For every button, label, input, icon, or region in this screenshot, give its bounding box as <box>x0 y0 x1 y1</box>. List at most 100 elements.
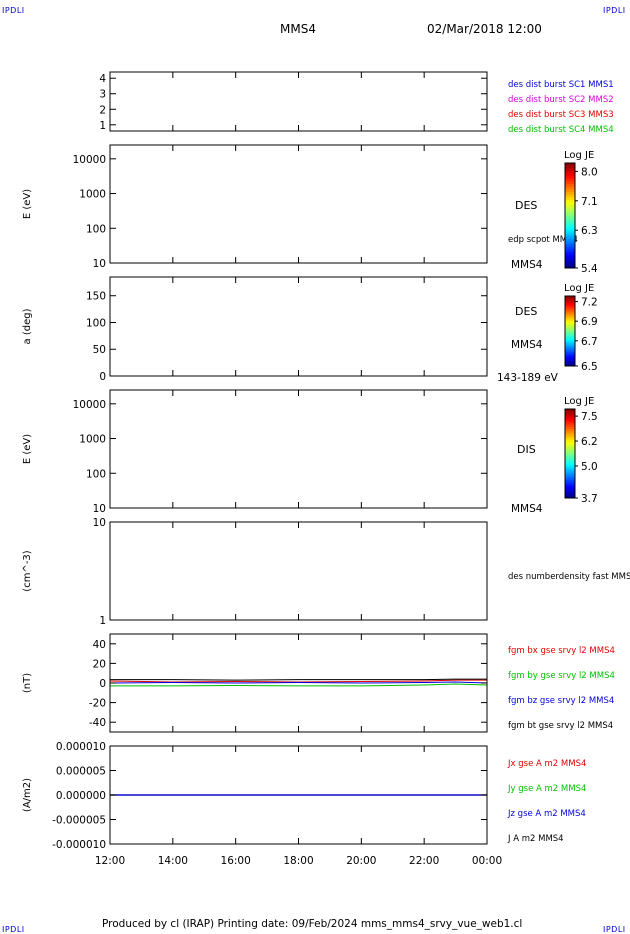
colorbar-segment <box>565 493 575 497</box>
x-tick-label: 20:00 <box>346 855 376 867</box>
colorbar-segment <box>565 329 575 332</box>
y-tick-label: 1000 <box>79 434 106 446</box>
colorbar-segment <box>565 426 575 430</box>
colorbar-segment <box>565 435 575 439</box>
fgm-series-line <box>110 683 488 687</box>
colorbar-segment <box>565 422 575 426</box>
x-tick-label: 22:00 <box>409 855 439 867</box>
colorbar-tick-label: 7.1 <box>581 196 598 208</box>
colorbar-segment <box>565 181 575 185</box>
y-axis-label: (cm^-3) <box>22 550 33 591</box>
colorbar-segment <box>565 352 575 355</box>
y-tick-label: 10 <box>93 258 106 270</box>
colorbar-segment <box>565 449 575 452</box>
legend-entry: Jx gse A m2 MMS4 <box>507 759 586 769</box>
x-tick-label: 18:00 <box>283 855 313 867</box>
colorbar-segment <box>565 318 575 321</box>
colorbar-segment <box>565 296 575 299</box>
y-axis-label: (nT) <box>22 673 33 693</box>
colorbar-segment <box>565 348 575 351</box>
colorbar-segment <box>565 317 575 320</box>
colorbar-segment <box>565 362 575 365</box>
x-tick-label: 14:00 <box>158 855 188 867</box>
colorbar-tick-label: 6.7 <box>581 336 598 348</box>
colorbar-segment <box>565 215 575 219</box>
y-axis-label: (A/m2) <box>22 778 33 812</box>
colorbar-segment <box>565 331 575 334</box>
colorbar-title: Log JE <box>564 283 594 294</box>
colorbar-segment <box>565 249 575 253</box>
colorbar-segment <box>565 322 575 325</box>
fgm-series-line <box>109 679 487 683</box>
y-tick-label: 4 <box>99 73 106 85</box>
colorbar-segment <box>565 189 575 193</box>
date-time-title: 02/Mar/2018 12:00 <box>427 22 542 36</box>
colorbar-segment <box>565 239 575 243</box>
legend-entry: Jy gse A m2 MMS4 <box>507 784 586 794</box>
colorbar-segment <box>565 462 575 466</box>
colorbar-segment <box>565 346 575 349</box>
panel-side-label: MMS4 <box>511 259 543 271</box>
colorbar-segment <box>565 220 575 224</box>
colorbar-segment <box>565 236 575 240</box>
colorbar-segment <box>565 247 575 251</box>
colorbar-segment <box>565 482 575 486</box>
y-tick-label: 100 <box>86 317 106 329</box>
colorbar-segment <box>565 486 575 490</box>
panel-frame-density <box>109 521 488 621</box>
colorbar-segment <box>565 210 575 214</box>
y-axis-label: E (eV) <box>22 189 33 219</box>
panel-side-label: DES <box>515 199 537 212</box>
y-tick-label: -20 <box>89 698 106 710</box>
colorbar-segment <box>565 178 575 182</box>
corner-label-bottom-right: IPDLI <box>603 925 626 934</box>
panel-side-label: DIS <box>517 443 536 456</box>
colorbar-segment <box>565 359 575 362</box>
colorbar-tick-label: 3.7 <box>581 493 598 505</box>
corner-label-top-right: IPDLI <box>603 6 626 15</box>
colorbar-segment <box>565 197 575 201</box>
colorbar-tick-label: 6.3 <box>581 225 598 237</box>
colorbar-segment <box>565 262 575 266</box>
colorbar-segment <box>565 484 575 488</box>
y-tick-label: 2 <box>99 104 106 116</box>
colorbar-segment <box>565 345 575 348</box>
colorbar-segment <box>565 205 575 209</box>
colorbar-segment <box>565 297 575 300</box>
y-axis-label: a (deg) <box>22 308 33 344</box>
panel-side-label: DES <box>515 305 537 318</box>
colorbar-segment <box>565 489 575 492</box>
y-tick-label: 0 <box>99 371 106 383</box>
y-tick-label: 150 <box>86 291 106 303</box>
colorbar-segment <box>565 325 575 328</box>
legend-entry: des dist burst SC4 MMS4 <box>508 125 614 135</box>
colorbar-segment <box>565 413 575 417</box>
colorbar-segment <box>565 495 575 499</box>
footer-credits: Produced by cl (IRAP) Printing date: 09/… <box>102 918 523 930</box>
panel-side-label: edp scpot MMS4 <box>508 235 578 245</box>
colorbar-segment <box>565 311 575 314</box>
colorbar-segment <box>565 471 575 475</box>
colorbar-segment <box>565 233 575 238</box>
colorbar-frame <box>564 295 576 367</box>
y-tick-label: 1000 <box>79 189 106 201</box>
colorbar-segment <box>565 260 575 264</box>
colorbar-segment <box>565 480 575 483</box>
colorbar-tick-label: 7.2 <box>581 297 598 309</box>
y-tick-label: 20 <box>93 658 106 670</box>
colorbar-segment <box>565 324 575 327</box>
colorbar-segment <box>565 320 575 323</box>
legend-entry: J A m2 MMS4 <box>507 834 564 844</box>
colorbar-segment <box>565 228 575 232</box>
panel-frame-burst <box>109 71 488 132</box>
colorbar-segment <box>565 265 575 269</box>
colorbar-frame <box>564 408 576 499</box>
colorbar-segment <box>565 163 575 167</box>
x-tick-label: 16:00 <box>221 855 251 867</box>
colorbar-segment <box>565 186 575 190</box>
colorbar-segment <box>565 223 575 227</box>
y-tick-label: -0.000005 <box>52 815 106 827</box>
y-tick-label: -40 <box>89 717 106 729</box>
colorbar-segment <box>565 411 575 414</box>
